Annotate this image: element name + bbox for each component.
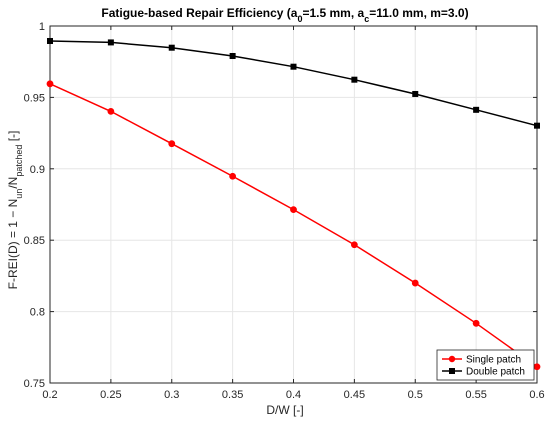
data-point-single-patch: [411, 279, 419, 287]
y-tick-label: 0.85: [24, 235, 45, 247]
y-tick-label: 0.95: [24, 92, 45, 104]
data-point-single-patch: [229, 172, 237, 180]
y-tick-label: 0.75: [24, 378, 45, 390]
data-point-single-patch: [46, 80, 54, 88]
x-tick-label: 0.3: [164, 389, 179, 401]
legend-item-double-patch: Double patch: [442, 367, 525, 378]
y-tick-label: 0.9: [30, 164, 45, 176]
series-single-patch: [46, 80, 541, 371]
x-tick-label: 0.6: [529, 389, 544, 401]
legend-marker-double-patch: [449, 368, 455, 374]
data-point-single-patch: [290, 206, 297, 214]
data-point-double-patch: [107, 39, 114, 46]
legend-marker-single-patch: [448, 355, 456, 363]
data-point-double-patch: [412, 90, 419, 97]
chart-title: Fatigue-based Repair Efficiency (a0=1.5 …: [101, 6, 468, 24]
x-tick-label: 0.25: [100, 389, 121, 401]
x-tick-label: 0.2: [42, 389, 57, 401]
data-point-single-patch: [350, 241, 358, 249]
legend-label-single-patch: Single patch: [466, 355, 521, 366]
x-axis-label: D/W [-]: [266, 403, 303, 417]
x-tick-label: 0.45: [344, 389, 365, 401]
series-double-patch: [47, 37, 540, 129]
data-point-double-patch: [534, 122, 540, 129]
data-point-double-patch: [473, 106, 480, 113]
data-point-single-patch: [107, 107, 115, 115]
legend-box: [436, 349, 535, 381]
axis-ticks: 0.2 0.25 0.3 0.35 0.4 0.45 0.5 0.55 0.6 0.75 0.8 0.…: [24, 21, 545, 401]
data-point-single-patch: [472, 319, 480, 327]
x-tick-label: 0.35: [222, 389, 243, 401]
data-point-double-patch: [47, 37, 53, 44]
legend-item-single-patch: Single patch: [442, 355, 521, 366]
y-axis-label: F-REI(D) = 1 − Nun/Npatched [-]: [6, 131, 24, 290]
data-point-single-patch: [168, 140, 176, 148]
data-point-double-patch: [351, 76, 358, 83]
x-tick-label: 0.5: [408, 389, 423, 401]
legend-label-double-patch: Double patch: [466, 367, 525, 378]
y-tick-label: 0.8: [30, 307, 45, 319]
data-point-double-patch: [229, 52, 236, 59]
x-tick-label: 0.55: [465, 389, 486, 401]
grid: [49, 25, 538, 384]
data-point-double-patch: [168, 44, 175, 51]
series-layer: [46, 37, 541, 371]
y-tick-label: 1: [39, 21, 45, 33]
x-tick-label: 0.4: [286, 389, 301, 401]
data-point-single-patch: [533, 363, 541, 371]
data-point-double-patch: [290, 63, 297, 70]
